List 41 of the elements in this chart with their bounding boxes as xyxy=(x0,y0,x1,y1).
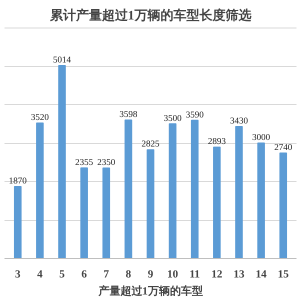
data-label: 2740 xyxy=(274,142,293,152)
data-label: 3598 xyxy=(119,108,138,119)
bar xyxy=(146,149,154,258)
data-label: 2893 xyxy=(208,136,226,146)
bar xyxy=(36,122,44,258)
bar xyxy=(168,123,176,258)
x-tick-label: 15 xyxy=(278,268,290,280)
data-label: 3430 xyxy=(230,115,248,126)
bar xyxy=(257,142,265,258)
data-label: 2350 xyxy=(97,157,116,168)
x-tick-label: 12 xyxy=(211,268,223,280)
data-label: 5014 xyxy=(53,54,72,64)
bar xyxy=(279,152,288,258)
x-tick-label: 8 xyxy=(126,268,132,280)
bar xyxy=(190,120,199,258)
bar xyxy=(213,146,221,258)
data-label: 2825 xyxy=(142,138,160,149)
x-tick-label: 5 xyxy=(59,268,66,280)
data-label: 3520 xyxy=(30,112,50,122)
x-tick-label: 10 xyxy=(167,268,179,280)
data-label: 1870 xyxy=(8,176,28,186)
bar xyxy=(80,167,88,258)
bar xyxy=(102,168,110,258)
x-tick-label: 4 xyxy=(37,268,44,280)
bar xyxy=(124,119,132,258)
x-tick-label: 14 xyxy=(256,268,268,280)
data-label: 3500 xyxy=(164,112,182,123)
data-label: 3000 xyxy=(252,132,271,142)
data-label: 3590 xyxy=(186,109,204,120)
x-tick-label: 9 xyxy=(148,268,154,280)
chart-title: 累计产量超过1万辆的车型长度筛选 xyxy=(48,8,252,22)
x-tick-label: 11 xyxy=(190,268,200,280)
x-axis-title: 产量超过1万辆的车型 xyxy=(97,284,203,298)
bar xyxy=(58,64,66,258)
bar xyxy=(235,126,243,258)
data-label: 2355 xyxy=(75,156,94,167)
x-tick-label: 13 xyxy=(233,268,245,280)
bar xyxy=(14,186,22,258)
x-tick-label: 7 xyxy=(104,268,110,280)
x-tick-label: 6 xyxy=(81,268,88,280)
x-tick-label: 3 xyxy=(15,268,22,280)
